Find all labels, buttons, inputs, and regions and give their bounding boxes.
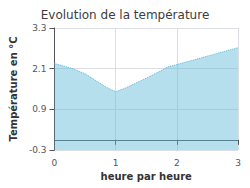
svg-text:0: 0 <box>52 158 58 168</box>
svg-text:1: 1 <box>113 158 119 168</box>
svg-text:3: 3 <box>235 158 241 168</box>
svg-text:2.1: 2.1 <box>32 64 46 74</box>
svg-text:Evolution de la température: Evolution de la température <box>41 8 210 22</box>
svg-text:heure par heure: heure par heure <box>101 171 192 182</box>
svg-text:3.3: 3.3 <box>32 23 46 33</box>
svg-text:Température en °C: Température en °C <box>8 36 19 141</box>
svg-text:0.9: 0.9 <box>32 104 47 114</box>
svg-text:-0.3: -0.3 <box>29 145 47 155</box>
svg-text:2: 2 <box>174 158 180 168</box>
